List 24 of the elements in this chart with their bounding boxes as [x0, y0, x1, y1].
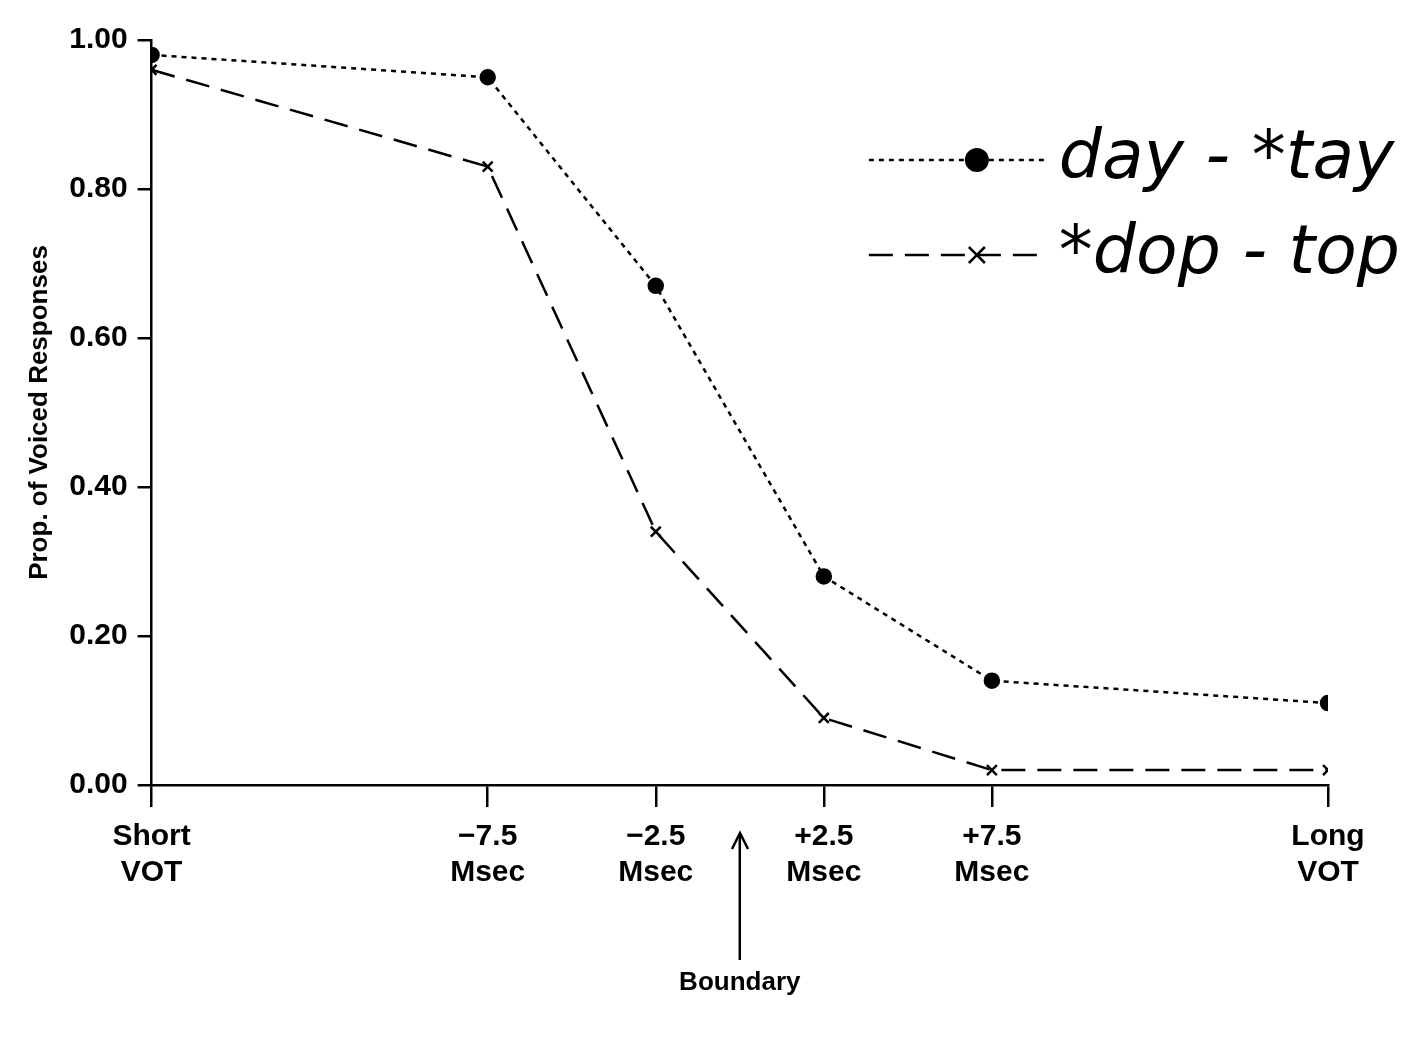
x-tick-label: Long VOT — [1291, 818, 1365, 888]
point — [479, 69, 496, 86]
y-tick-label: 0.40 — [69, 468, 128, 502]
y-tick-label: 0.60 — [69, 319, 128, 353]
x-tick-label: +2.5 Msec — [786, 818, 862, 888]
y-tick-label: 0.00 — [69, 766, 128, 800]
point — [815, 568, 833, 585]
x-tick-label: −2.5 Msec — [618, 818, 694, 888]
point — [481, 160, 494, 173]
y-tick-label: 1.00 — [69, 21, 128, 55]
point — [647, 277, 665, 295]
legend-label: *dop - top — [1058, 209, 1401, 289]
x-tick-label: Short VOT — [112, 818, 191, 888]
y-tick-label: 0.20 — [69, 617, 128, 651]
legend-label: day - *tay — [1058, 114, 1396, 194]
point — [817, 711, 831, 725]
x-tick-label: −7.5 Msec — [450, 818, 526, 888]
ref-line-label: Boundary — [679, 966, 801, 997]
point — [983, 672, 1001, 689]
point — [649, 525, 662, 538]
x-tick-label: +7.5 Msec — [954, 818, 1030, 888]
point — [985, 763, 999, 777]
y-axis-title: Prop. of Voiced Responses — [22, 245, 53, 580]
y-tick-label: 0.80 — [69, 170, 128, 204]
